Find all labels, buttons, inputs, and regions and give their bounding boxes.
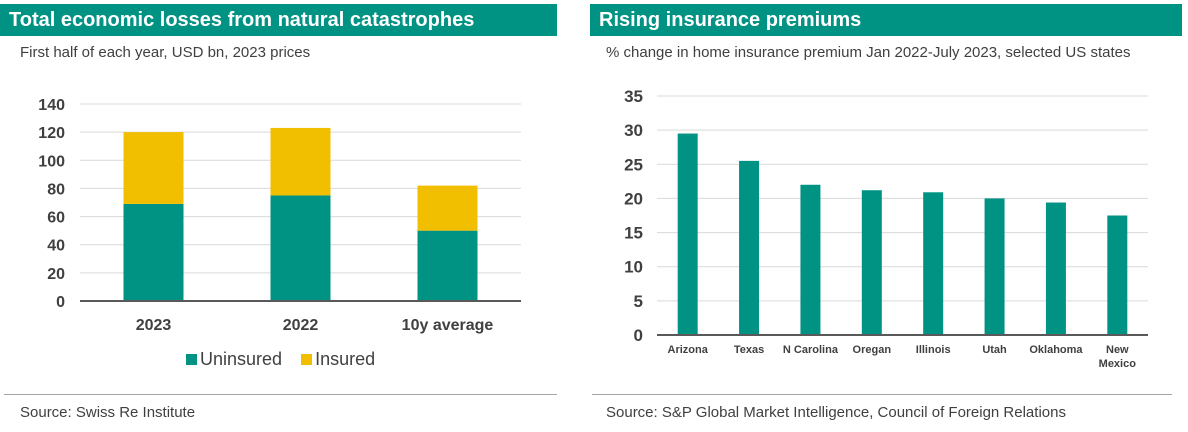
x-category-label-line1: New	[1106, 344, 1129, 356]
premiums-bar-chart: 0 5 10 15 20 25 30 35 Arizona Texas N Carolina Oreg…	[624, 87, 1148, 370]
y-tick-label: 0	[56, 294, 65, 311]
legend-swatch-uninsured	[186, 354, 197, 365]
legend-item-uninsured: Uninsured	[186, 349, 282, 370]
y-tick-label: 25	[624, 155, 643, 174]
x-category-label: 2023	[136, 317, 172, 334]
y-tick-label: 5	[634, 292, 643, 311]
x-category-label: Illinois	[916, 344, 951, 356]
y-tick-label: 20	[47, 266, 65, 283]
left-chart-source: Source: Swiss Re Institute	[20, 404, 196, 421]
x-category-label: Arizona	[668, 344, 709, 356]
bar-n-carolina	[800, 184, 821, 335]
bar-oregan	[861, 190, 882, 335]
right-chart-source: Source: S&P Global Market Intelligence, …	[606, 404, 1066, 421]
bar-insured-2023	[123, 132, 184, 204]
x-category-label: 10y average	[402, 317, 494, 334]
right-chart-panel: Rising insurance premiums % change in ho…	[590, 0, 1182, 432]
bar-illinois	[923, 192, 944, 335]
left-chart-title: Total economic losses from natural catas…	[0, 4, 557, 36]
bar-uninsured-2022	[270, 195, 331, 301]
bar-texas	[739, 160, 760, 335]
y-tick-label: 0	[634, 326, 643, 345]
legend-swatch-insured	[301, 354, 313, 365]
right-chart-title: Rising insurance premiums	[590, 4, 1182, 36]
x-category-label: N Carolina	[783, 344, 839, 356]
x-category-label: Texas	[734, 344, 764, 356]
x-category-label: 2022	[283, 317, 319, 334]
y-tick-label: 35	[624, 87, 643, 106]
x-category-label: Oklahoma	[1029, 344, 1083, 356]
left-chart-subtitle: First half of each year, USD bn, 2023 pr…	[20, 44, 311, 61]
bar-insured-10y-average	[417, 185, 478, 231]
losses-stacked-bar-chart: 0 20 40 60 80 100 120 140 2023 2022 10y average	[38, 97, 521, 334]
y-tick-label: 15	[624, 224, 643, 243]
y-tick-label: 100	[38, 153, 65, 170]
left-chart-legend: Uninsured Insured	[186, 349, 389, 370]
y-tick-label: 60	[47, 210, 65, 227]
bar-uninsured-2023	[123, 203, 184, 301]
right-chart-subtitle: % change in home insurance premium Jan 2…	[606, 44, 1131, 61]
y-tick-label: 10	[624, 258, 643, 277]
x-category-label-line2: Mexico	[1099, 358, 1137, 370]
y-tick-label: 140	[38, 97, 65, 114]
legend-item-insured: Insured	[301, 349, 375, 370]
legend-label-insured: Insured	[315, 349, 376, 369]
bar-insured-2022	[270, 127, 331, 196]
y-tick-label: 80	[47, 181, 65, 198]
y-tick-label: 120	[38, 125, 65, 142]
y-tick-label: 40	[47, 238, 65, 255]
left-footer-divider	[4, 394, 557, 395]
bar-oklahoma	[1045, 202, 1066, 335]
y-tick-label: 20	[624, 189, 643, 208]
x-category-label: Utah	[982, 344, 1007, 356]
bar-utah	[984, 198, 1005, 335]
bar-new-mexico	[1107, 215, 1128, 335]
right-footer-divider	[592, 394, 1172, 395]
x-category-label: Oregan	[853, 344, 892, 356]
y-tick-label: 30	[624, 121, 643, 140]
left-chart-panel: Total economic losses from natural catas…	[0, 0, 557, 432]
bar-arizona	[677, 133, 698, 335]
bar-uninsured-10y-average	[417, 230, 478, 301]
legend-label-uninsured: Uninsured	[200, 349, 283, 369]
